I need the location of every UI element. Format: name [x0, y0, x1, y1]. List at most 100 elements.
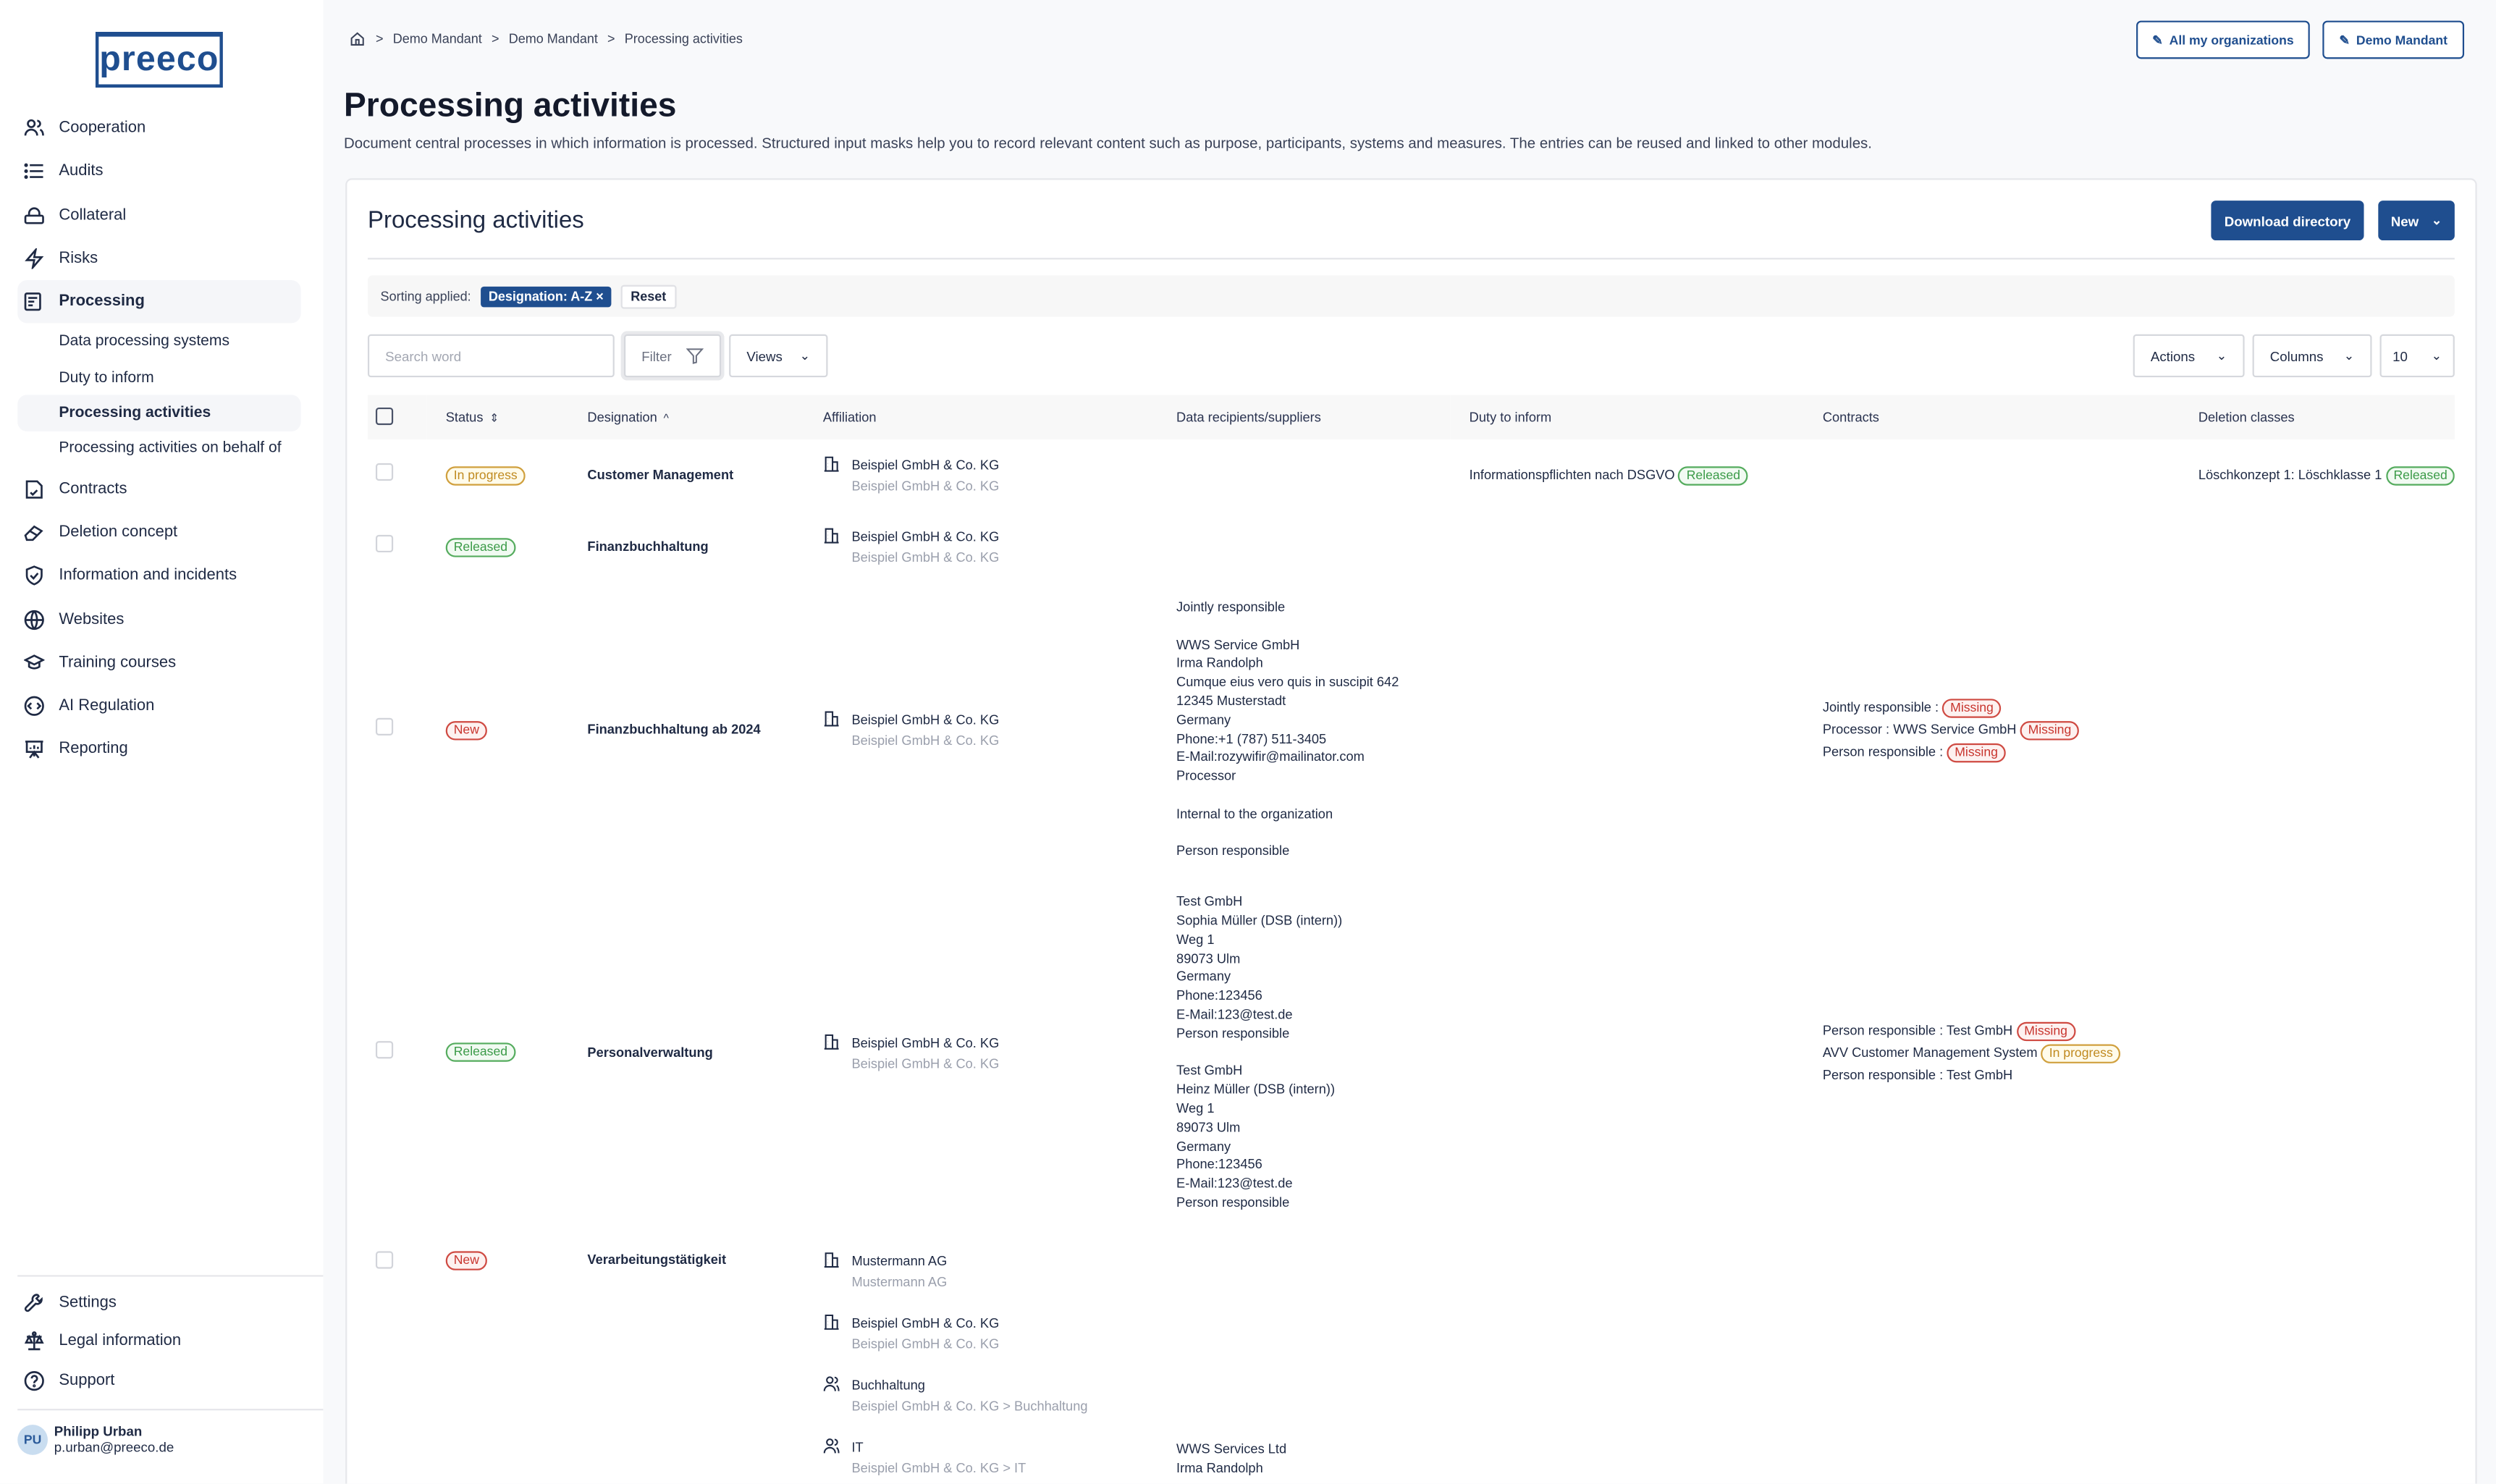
home-icon[interactable]: [349, 30, 366, 48]
user-profile[interactable]: PU Philipp Urban p.urban@preeco.de: [17, 1423, 174, 1455]
status-badge: In progress: [445, 465, 526, 485]
contract-label[interactable]: Person responsible :: [1822, 743, 1944, 759]
sidebar-subitem[interactable]: Duty to inform: [17, 360, 300, 395]
building-icon: [824, 456, 839, 472]
affiliation-item: Beispiel GmbH & Co. KG Beispiel GmbH & Co…: [823, 710, 1158, 750]
button-label: Views: [746, 347, 783, 364]
recipient-line: Jointly responsible: [1176, 598, 1286, 615]
views-dropdown[interactable]: Views ⌄: [729, 334, 828, 378]
download-directory-button[interactable]: Download directory: [2211, 201, 2364, 241]
building-icon: [824, 1252, 839, 1268]
recipient-line: Germany: [1176, 968, 1231, 985]
reset-button[interactable]: Reset: [621, 284, 676, 308]
button-label: All my organizations: [2169, 33, 2294, 47]
status-badge: Released: [445, 1043, 516, 1063]
column-header-deletion[interactable]: Deletion classes: [2179, 395, 2455, 439]
designation-cell[interactable]: Finanzbuchhaltung ab 2024: [587, 720, 761, 737]
sidebar-item-collateral[interactable]: Collateral: [17, 193, 300, 237]
select-all-checkbox[interactable]: [375, 406, 394, 425]
sidebar-item-ai-regulation[interactable]: AI Regulation: [17, 685, 300, 728]
page-size-select[interactable]: 10 ⌄: [2379, 334, 2455, 378]
row-checkbox[interactable]: [375, 535, 394, 553]
recipient-line: Heinz Müller (DSB (intern)): [1176, 1081, 1336, 1097]
column-header-duty[interactable]: Duty to inform: [1450, 395, 1804, 439]
sidebar-item-audits[interactable]: Audits: [17, 150, 300, 193]
sidebar-item-legal-information[interactable]: Legal information: [17, 1322, 300, 1361]
table-row[interactable]: New Finanzbuchhaltung ab 2024 Beispiel Gmb…: [368, 583, 2455, 877]
sidebar-item-contracts[interactable]: Contracts: [17, 467, 300, 510]
status-badge: Released: [445, 537, 516, 557]
table-row[interactable]: Released Personalverwaltung Beispiel GmbH …: [368, 877, 2455, 1228]
column-header-status[interactable]: Status ⇕: [426, 395, 569, 439]
status-badge: Missing: [1947, 743, 2006, 762]
contract-icon: [25, 479, 43, 498]
actions-dropdown[interactable]: Actions ⌄: [2133, 334, 2245, 378]
sidebar-subitem-label: Duty to inform: [59, 368, 154, 387]
row-checkbox[interactable]: [375, 718, 394, 736]
sidebar-item-websites[interactable]: Websites: [17, 597, 300, 641]
sort-icon: ⇕: [489, 413, 499, 426]
breadcrumb-item[interactable]: Demo Mandant: [392, 31, 482, 46]
column-header-contracts[interactable]: Contracts: [1803, 395, 2180, 439]
sorting-chip[interactable]: Designation: A-Z ×: [480, 285, 612, 307]
status-badge: Released: [2385, 465, 2455, 485]
button-label: Filter: [641, 347, 672, 364]
status-badge: In progress: [2041, 1043, 2121, 1063]
button-label: Columns: [2269, 347, 2324, 364]
duty-to-inform-link[interactable]: Informationspflichten nach DSGVO: [1469, 465, 1675, 482]
contract-label[interactable]: Person responsible : Test GmbH: [1822, 1066, 2013, 1082]
sidebar-item-support[interactable]: Support: [17, 1362, 300, 1401]
shield-check-icon: [25, 565, 43, 586]
sidebar-item-processing[interactable]: Processing: [17, 280, 301, 324]
sidebar-subitem[interactable]: Processing activities: [17, 395, 301, 431]
preeco-logo[interactable]: preeco: [95, 31, 223, 88]
sidebar-item-cooperation[interactable]: Cooperation: [17, 106, 300, 150]
sidebar-item-risks[interactable]: Risks: [17, 237, 300, 280]
filter-button[interactable]: Filter: [624, 334, 722, 378]
sidebar-subitem[interactable]: Data processing systems: [17, 324, 300, 359]
recipient-line: [1176, 786, 1450, 805]
sidebar-item-settings[interactable]: Settings: [17, 1283, 300, 1322]
button-label: New: [2390, 212, 2419, 229]
affiliation-name: Beispiel GmbH & Co. KG: [851, 1034, 1000, 1051]
search-input[interactable]: Search word: [367, 334, 615, 378]
row-checkbox[interactable]: [375, 1250, 394, 1268]
contract-label[interactable]: Jointly responsible :: [1822, 698, 1939, 714]
column-header-designation[interactable]: Designation ^: [568, 395, 804, 439]
table-container: Status ⇕ Designation ^ Affiliation Data re…: [367, 395, 2455, 1483]
designation-cell[interactable]: Customer Management: [587, 465, 734, 482]
affiliation-path: Beispiel GmbH & Co. KG: [851, 1335, 1000, 1352]
sidebar-item-information-and-incidents[interactable]: Information and incidents: [17, 554, 300, 597]
contract-label[interactable]: AVV Customer Management System: [1822, 1043, 2038, 1060]
contract-item: Person responsible : Test GmbH Missing: [1822, 1021, 2180, 1041]
recipient-line: Internal to the organization: [1176, 805, 1333, 822]
contract-label[interactable]: Processor : WWS Service GmbH: [1822, 720, 2017, 737]
column-header-recipients[interactable]: Data recipients/suppliers: [1157, 395, 1451, 439]
sidebar-subitem[interactable]: Processing activities on behalf of: [17, 431, 300, 467]
contract-label[interactable]: Person responsible : Test GmbH: [1822, 1021, 2013, 1037]
columns-dropdown[interactable]: Columns ⌄: [2252, 334, 2372, 378]
sidebar-item-training-courses[interactable]: Training courses: [17, 641, 300, 684]
mandant-button[interactable]: ✎ Demo Mandant: [2322, 20, 2465, 59]
all-organizations-button[interactable]: ✎ All my organizations: [2136, 20, 2310, 59]
close-icon[interactable]: ×: [596, 289, 604, 303]
new-button[interactable]: New ⌄: [2378, 201, 2455, 241]
sidebar-subitem-label: Processing activities: [59, 405, 211, 423]
sidebar-item-deletion-concept[interactable]: Deletion concept: [17, 510, 300, 554]
deletion-class-link[interactable]: Löschkonzept 1: Löschklasse 1: [2198, 465, 2382, 482]
designation-cell[interactable]: Personalverwaltung: [587, 1043, 713, 1060]
breadcrumb-item[interactable]: Demo Mandant: [508, 31, 598, 46]
sidebar-item-reporting[interactable]: Reporting: [17, 728, 300, 772]
table-row[interactable]: New Verarbeitungstätigkeit Mustermann AG Mu…: [368, 1228, 2455, 1483]
affiliation-item: Buchhaltung Beispiel GmbH & Co. KG > Buch…: [823, 1375, 1158, 1415]
table-row[interactable]: In progress Customer Management Beispiel G…: [368, 439, 2455, 511]
row-checkbox[interactable]: [375, 463, 394, 481]
sidebar-item-label: Deletion concept: [59, 523, 178, 541]
designation-cell[interactable]: Finanzbuchhaltung: [587, 537, 709, 554]
affiliation-path: Mustermann AG: [851, 1273, 948, 1289]
avatar: PU: [17, 1424, 48, 1454]
column-header-affiliation[interactable]: Affiliation: [804, 395, 1158, 439]
row-checkbox[interactable]: [375, 1041, 394, 1059]
designation-cell[interactable]: Verarbeitungstätigkeit: [587, 1250, 727, 1267]
table-row[interactable]: Released Finanzbuchhaltung Beispiel GmbH &…: [368, 511, 2455, 583]
